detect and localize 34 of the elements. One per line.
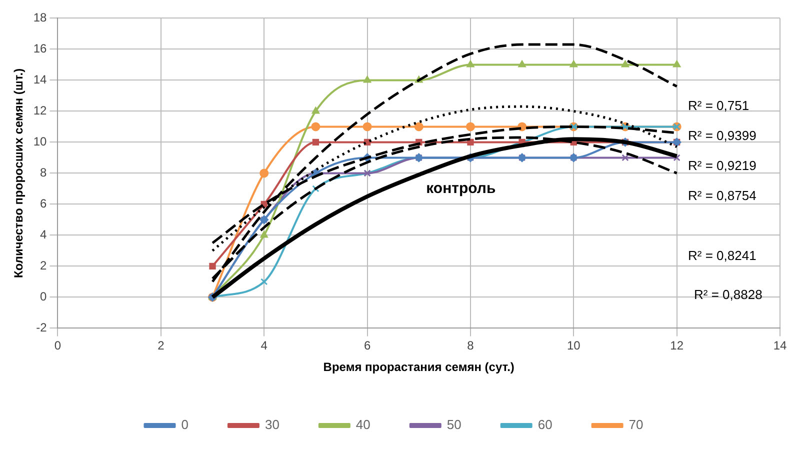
legend-label: 30 <box>264 417 280 432</box>
y-tick-label: 0 <box>40 290 48 304</box>
x-tick-label: 14 <box>773 338 787 353</box>
x-tick-label: 10 <box>566 338 581 353</box>
y-tick-label: 18 <box>33 10 48 25</box>
annotation: контроль <box>426 180 496 197</box>
legend-label: 60 <box>538 417 552 432</box>
x-tick-label: 2 <box>158 338 165 353</box>
x-tick-label: 8 <box>467 338 474 353</box>
x-axis-title: Время прорастания семян (сут.) <box>323 360 514 374</box>
x-tick-label: 4 <box>260 338 268 353</box>
y-tick-label: 2 <box>40 258 48 273</box>
y-tick-label: 8 <box>40 166 48 180</box>
annotation: R² = 0,8241 <box>688 248 756 263</box>
legend-label: 70 <box>628 417 644 432</box>
annotation: R² = 0,751 <box>688 98 750 113</box>
annotation: R² = 0,9399 <box>688 128 756 143</box>
legend-label: 50 <box>446 417 462 432</box>
y-axis-title: Количество проросших семян (шт.) <box>12 68 26 278</box>
legend-label: 40 <box>356 417 370 432</box>
x-tick-label: 0 <box>54 338 62 353</box>
y-tick-label: 6 <box>40 196 48 211</box>
y-tick-label: 12 <box>33 104 48 118</box>
y-tick-label: 14 <box>33 72 48 87</box>
x-tick-label: 12 <box>670 338 684 353</box>
annotation: R² = 0,8828 <box>694 286 762 302</box>
annotation: R² = 0,8754 <box>688 188 756 203</box>
x-tick-label: 6 <box>364 338 371 353</box>
y-tick-label: 4 <box>40 228 48 242</box>
y-tick-label: 16 <box>33 42 48 56</box>
annotation: R² = 0,9219 <box>688 158 756 173</box>
y-tick-label: -2 <box>36 320 48 335</box>
y-tick-label: 10 <box>33 134 48 149</box>
legend-label: 0 <box>181 417 188 432</box>
